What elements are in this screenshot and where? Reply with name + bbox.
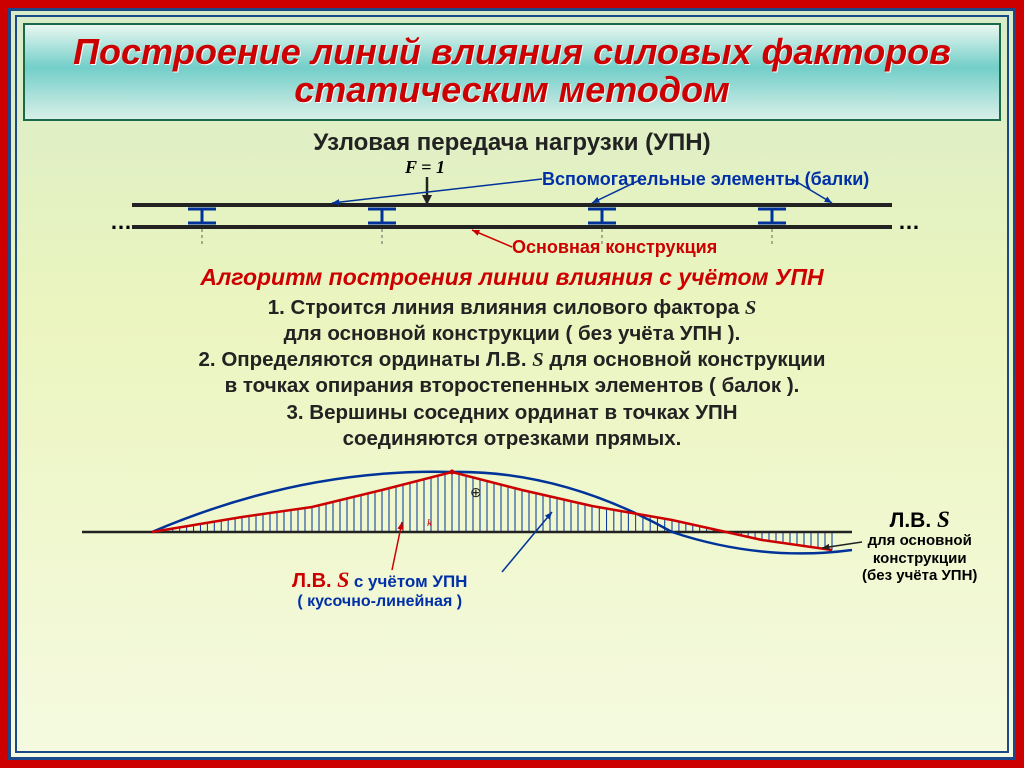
step2-S: S xyxy=(532,349,543,371)
main-structure-label: Основная конструкция xyxy=(512,237,717,258)
slide-frame: Построение линий влияния силовых факторо… xyxy=(8,8,1016,760)
step1-a: 1. Строится линия влияния силового факто… xyxy=(268,296,745,319)
lv-main-caption: Л.В. S для основной конструкции (без учё… xyxy=(862,507,977,585)
lv-main-l3: конструкции xyxy=(873,550,967,567)
step3-b: соединяются отрезками прямых. xyxy=(343,427,682,450)
lv-upn-prefix: Л.В. xyxy=(292,570,337,592)
plus-sign: ⊕ xyxy=(470,484,482,501)
lv-main-prefix: Л.В. xyxy=(890,509,937,532)
influence-svg: k xyxy=(32,462,992,622)
lv-upn-caption: Л.В. S с учётом УПН ( кусочно-линейная ) xyxy=(292,567,467,611)
lv-piecewise: ( кусочно-линейная ) xyxy=(297,593,462,610)
svg-text:k: k xyxy=(427,517,433,529)
step2-b: для основной конструкции xyxy=(544,348,826,371)
title-banner: Построение линий влияния силовых факторо… xyxy=(23,23,1001,121)
slide-inner: Построение линий влияния силовых факторо… xyxy=(15,15,1009,753)
lv-main-l2: для основной xyxy=(868,532,972,549)
algorithm-steps: 1. Строится линия влияния силового факто… xyxy=(17,295,1007,452)
step2-a: 2. Определяются ординаты Л.В. xyxy=(199,348,533,371)
step1-b: для основной конструкции ( без учёта УПН… xyxy=(284,322,741,345)
step3-a: 3. Вершины соседних ординат в точках УПН xyxy=(286,401,737,424)
beam-diagram: Вспомогательные элементы (балки) Основна… xyxy=(72,157,952,262)
subtitle: Узловая передача нагрузки (УПН) xyxy=(17,129,1007,157)
step1-S: S xyxy=(745,297,756,319)
force-label: F = 1 xyxy=(405,157,445,178)
lv-main-S: S xyxy=(937,507,950,532)
lv-upn-suffix: с учётом УПН xyxy=(354,572,468,591)
influence-line-diagram: k Л.В. S с учётом УПН ( кусочно-линейная… xyxy=(32,462,992,622)
ellipsis-left: … xyxy=(110,209,132,235)
algorithm-title: Алгоритм построения линии влияния с учёт… xyxy=(17,264,1007,291)
aux-elements-label: Вспомогательные элементы (балки) xyxy=(542,169,869,190)
lv-main-l4: (без учёта УПН) xyxy=(862,567,977,584)
lv-upn-S: S xyxy=(337,567,349,592)
ellipsis-right: … xyxy=(898,209,920,235)
main-title: Построение линий влияния силовых факторо… xyxy=(35,33,989,109)
step2-c: в точках опирания второстепенных элемент… xyxy=(225,374,800,397)
